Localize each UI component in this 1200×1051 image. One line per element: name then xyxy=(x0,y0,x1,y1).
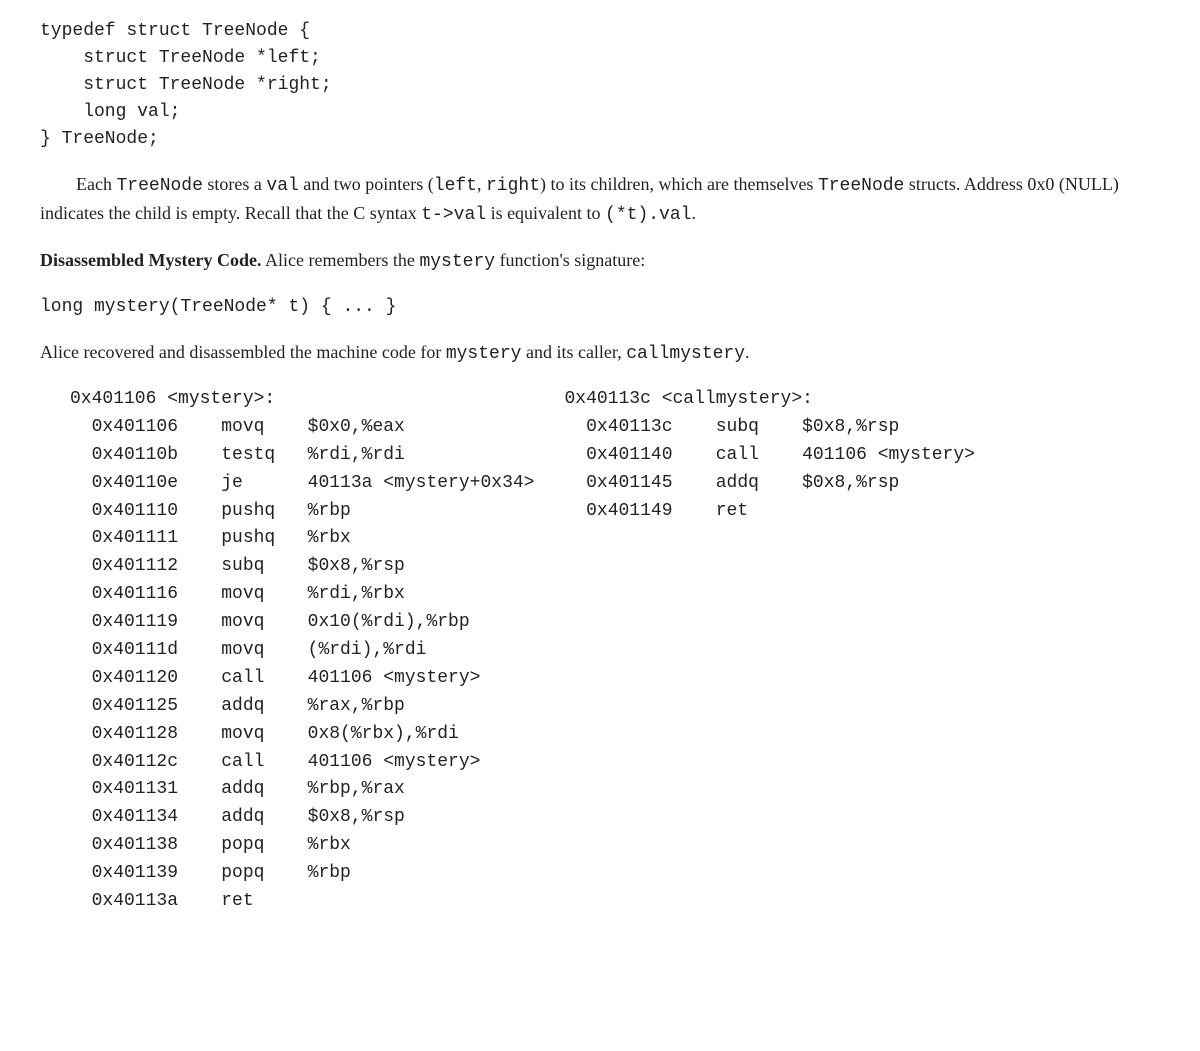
disassembly-columns: 0x401106 <mystery>: 0x401106 movq $0x0,%… xyxy=(70,386,1160,916)
code-inline: mystery xyxy=(419,252,495,272)
code-inline: right xyxy=(486,176,540,196)
code-inline: mystery xyxy=(446,344,522,364)
code-inline: callmystery xyxy=(626,344,745,364)
mystery-disassembly: 0x401106 <mystery>: 0x401106 movq $0x0,%… xyxy=(70,386,534,916)
code-inline: TreeNode xyxy=(818,176,904,196)
function-signature: long mystery(TreeNode* t) { ... } xyxy=(40,294,1160,321)
struct-definition: typedef struct TreeNode { struct TreeNod… xyxy=(40,18,1160,153)
text: ) to its children, which are themselves xyxy=(540,174,818,194)
code-inline: t->val xyxy=(421,205,486,225)
code-inline: left xyxy=(434,176,477,196)
code-inline: TreeNode xyxy=(116,176,202,196)
text: Alice recovered and disassembled the mac… xyxy=(40,342,446,362)
text: Each xyxy=(76,174,116,194)
text: stores a xyxy=(203,174,266,194)
paragraph-recovered: Alice recovered and disassembled the mac… xyxy=(40,339,1160,368)
code-inline: val xyxy=(266,176,298,196)
section-heading-line: Disassembled Mystery Code. Alice remembe… xyxy=(40,247,1160,276)
text: . xyxy=(745,342,750,362)
paragraph-treenode-desc: Each TreeNode stores a val and two point… xyxy=(40,171,1160,229)
text: Alice remembers the xyxy=(261,250,419,270)
text: . xyxy=(691,203,696,223)
text: and its caller, xyxy=(521,342,626,362)
text: , xyxy=(477,174,486,194)
callmystery-disassembly: 0x40113c <callmystery>: 0x40113c subq $0… xyxy=(564,386,974,916)
text: function's signature: xyxy=(495,250,645,270)
text: and two pointers ( xyxy=(299,174,434,194)
code-inline: (*t).val xyxy=(605,205,691,225)
section-heading: Disassembled Mystery Code. xyxy=(40,250,261,270)
text: is equivalent to xyxy=(486,203,605,223)
